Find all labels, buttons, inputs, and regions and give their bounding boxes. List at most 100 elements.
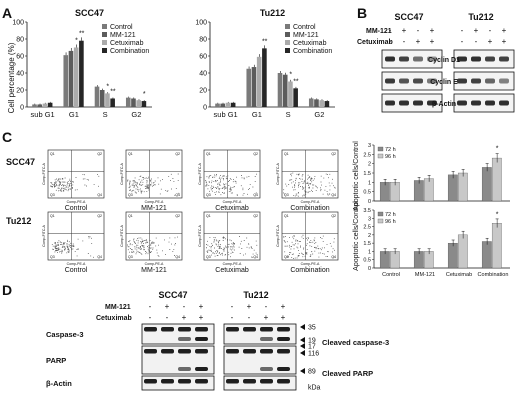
legend-swatch <box>285 24 290 29</box>
quadrant-label: Q4 <box>253 193 258 197</box>
y-tick-label: 3 <box>368 216 371 222</box>
y-tick-label: 2 <box>368 233 371 239</box>
bar <box>314 99 319 107</box>
legend-label: 96 h <box>385 219 396 225</box>
x-tick-label: sub G1 <box>31 110 55 119</box>
sign-cetuximab: + <box>182 313 187 322</box>
legend-label: 72 h <box>385 212 396 218</box>
bar <box>293 88 298 107</box>
quadrant-label: Q1 <box>206 214 211 218</box>
blot-b-scc47-band <box>399 78 409 84</box>
marker-label-cleaved-caspase: Cleaved caspase-3 <box>322 338 389 347</box>
blot-d-band <box>195 379 208 384</box>
flow-dots <box>206 236 258 258</box>
flow-xlabel: Comp-PE-A <box>67 200 86 204</box>
quadrant-label: Q1 <box>128 214 133 218</box>
significance-marker: * <box>75 38 78 45</box>
x-tick-label: S <box>103 110 108 119</box>
marker-arrow <box>300 343 305 349</box>
sign-cetuximab: - <box>149 313 152 322</box>
blot-d-band <box>144 327 157 332</box>
flow-condition-label: MM-121 <box>141 205 167 212</box>
sign-cetuximab: - <box>461 37 464 46</box>
y-tick-label: 40 <box>16 71 24 78</box>
y-tick-label: 0 <box>368 199 371 205</box>
flow-plot-frame <box>203 149 261 199</box>
bar <box>447 174 458 202</box>
blot-b-title-tu212: Tu212 <box>468 12 493 22</box>
blot-d-cleaved-band <box>260 337 273 341</box>
sign-cetuximab: + <box>264 313 269 322</box>
legend-label: Control <box>110 24 133 31</box>
significance-marker: * <box>143 91 146 98</box>
bar <box>94 86 100 107</box>
blot-d-band <box>226 327 239 332</box>
legend-label: MM-121 <box>293 32 319 39</box>
x-tick-label: MM-121 <box>415 272 435 278</box>
blot-d-band <box>161 327 174 332</box>
flow-condition-label: Cetuximab <box>215 267 249 274</box>
y-tick-label: 100 <box>12 20 24 27</box>
legend-label: Cetuximab <box>293 40 327 47</box>
blot-b-scc47-band <box>427 78 437 84</box>
blot-d-band <box>277 327 290 332</box>
bar <box>220 103 226 107</box>
bar <box>47 102 53 107</box>
legend-label: 72 h <box>385 147 396 153</box>
legend-swatch <box>102 48 107 53</box>
sign-cetuximab: + <box>502 37 507 46</box>
blot-d-band <box>277 379 290 384</box>
blot-b-scc47-band <box>413 78 423 84</box>
y-tick-label: 0 <box>203 105 207 112</box>
bar <box>447 242 458 269</box>
sign-mm121: + <box>199 302 204 311</box>
quadrant-label: Q4 <box>97 193 102 197</box>
quadrant-label: Q4 <box>331 255 336 259</box>
bar <box>37 104 43 107</box>
blot-b-tu212-band <box>457 100 467 106</box>
marker-kda: 17 <box>308 344 316 351</box>
quadrant-label: Q4 <box>331 193 336 197</box>
blot-d-band-label: β-Actin <box>46 379 72 388</box>
blot-d-band <box>260 379 273 384</box>
y-tick-label: 2.5 <box>363 152 371 158</box>
x-tick-label: G1 <box>69 110 79 119</box>
flow-label-tu212: Tu212 <box>6 216 31 226</box>
bar <box>230 102 236 107</box>
blot-b-tu212-band <box>471 56 481 62</box>
sign-mm121: + <box>281 302 286 311</box>
y-tick-label: 1.5 <box>363 241 371 247</box>
bar <box>256 56 262 107</box>
bar <box>457 234 468 269</box>
marker-arrow <box>300 324 305 330</box>
x-tick-label: G1 <box>252 110 262 119</box>
marker-kda: 35 <box>308 325 316 332</box>
blot-b-row-mm121: MM-121 <box>366 28 392 35</box>
legend-swatch <box>102 24 107 29</box>
blot-b-scc47-band <box>399 56 409 62</box>
blot-d-band-label: Caspase-3 <box>46 330 84 339</box>
y-tick-label: 80 <box>199 37 207 44</box>
bar <box>105 93 110 107</box>
flow-xlabel: Comp-PE-A <box>67 262 86 266</box>
quadrant-label: Q1 <box>284 152 289 156</box>
y-tick-label: 1 <box>368 249 371 255</box>
chart-title: SCC47 <box>75 8 104 18</box>
significance-marker: ** <box>110 89 116 96</box>
flow-xlabel: Comp-PE-A <box>145 200 164 204</box>
flow-ylabel: Comp-FITC-A <box>120 162 124 184</box>
y-tick-label: 1 <box>368 180 371 186</box>
bar <box>389 251 400 269</box>
panel-label-a: A <box>2 5 12 21</box>
y-tick-label: 0 <box>20 105 24 112</box>
blot-d-band <box>161 349 174 354</box>
flow-condition-label: MM-121 <box>141 267 167 274</box>
bar <box>32 104 37 107</box>
blot-d-band <box>195 327 208 332</box>
blot-b-band-label: β-Actin <box>432 101 456 108</box>
blot-b-tu212-band <box>499 100 509 106</box>
flow-condition-label: Combination <box>290 205 329 212</box>
flow-dots <box>283 234 335 259</box>
bar <box>277 73 283 107</box>
